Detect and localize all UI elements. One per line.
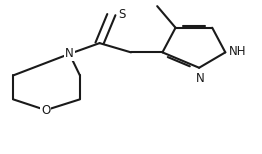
Text: NH: NH [229, 45, 247, 58]
Text: S: S [118, 8, 125, 21]
Text: N: N [196, 72, 205, 85]
Text: O: O [41, 104, 51, 117]
Text: N: N [65, 47, 74, 60]
